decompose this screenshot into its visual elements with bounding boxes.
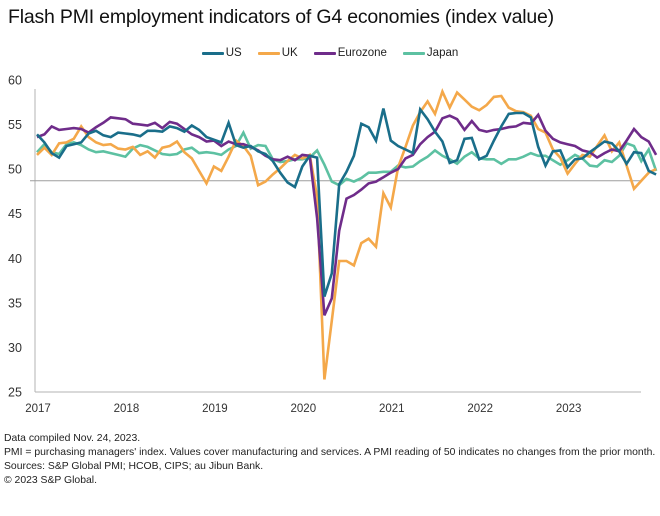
footer-notes: Data compiled Nov. 24, 2023. PMI = purch… (4, 433, 656, 489)
x-axis-tick-labels: 2017 2018 2019 2020 2021 2022 2023 (25, 403, 581, 415)
legend-item-us: US (201, 47, 242, 59)
footer-compiled: Data compiled Nov. 24, 2023. (4, 433, 141, 444)
footer-note: PMI = purchasing managers' index. Values… (4, 447, 656, 459)
legend-label-uk: UK (281, 47, 298, 59)
legend-label-eurozone: Eurozone (337, 47, 387, 59)
legend-item-uk: UK (257, 47, 298, 59)
legend-item-eurozone: Eurozone (313, 47, 387, 59)
series-line-us (36, 106, 657, 297)
legend-swatch-uk (257, 51, 280, 55)
legend-swatch-japan (402, 51, 425, 55)
y-axis-tick-labels: 60 55 50 45 40 35 30 25 (8, 74, 22, 400)
series-line-eurozone (36, 112, 658, 316)
x-tick-label-2023: 2023 (556, 403, 582, 415)
y-tick-label-40: 40 (8, 252, 22, 266)
y-tick-label-30: 30 (8, 341, 22, 355)
line-chart: 60 55 50 45 40 35 30 25 2017 2018 2019 2020 2021 202… (8, 74, 658, 415)
y-tick-label-55: 55 (8, 118, 22, 132)
legend-swatch-us (201, 51, 224, 55)
y-tick-label-50: 50 (8, 163, 22, 177)
series-lines (36, 88, 658, 380)
y-tick-label-60: 60 (8, 74, 22, 88)
y-tick-label-35: 35 (8, 296, 22, 310)
legend-swatch-eurozone (313, 51, 336, 55)
x-tick-label-2020: 2020 (291, 403, 317, 415)
legend-label-us: US (225, 47, 242, 59)
x-tick-label-2021: 2021 (379, 403, 405, 415)
y-tick-label-25: 25 (8, 386, 22, 400)
chart-title: Flash PMI employment indicators of G4 ec… (8, 6, 554, 28)
legend: US UK Eurozone Japan (0, 47, 660, 59)
legend-label-japan: Japan (426, 47, 459, 59)
legend-item-japan: Japan (402, 47, 459, 59)
x-tick-label-2022: 2022 (467, 403, 493, 415)
x-tick-label-2018: 2018 (114, 403, 140, 415)
footer-copyright: © 2023 S&P Global. (4, 475, 97, 487)
footer-sources: Sources: S&P Global PMI; HCOB, CIPS; au … (4, 461, 264, 473)
series-line-japan (36, 129, 658, 187)
x-tick-label-2017: 2017 (25, 403, 51, 415)
x-tick-label-2019: 2019 (202, 403, 228, 415)
y-tick-label-45: 45 (8, 207, 22, 221)
series-line-uk (36, 88, 657, 380)
